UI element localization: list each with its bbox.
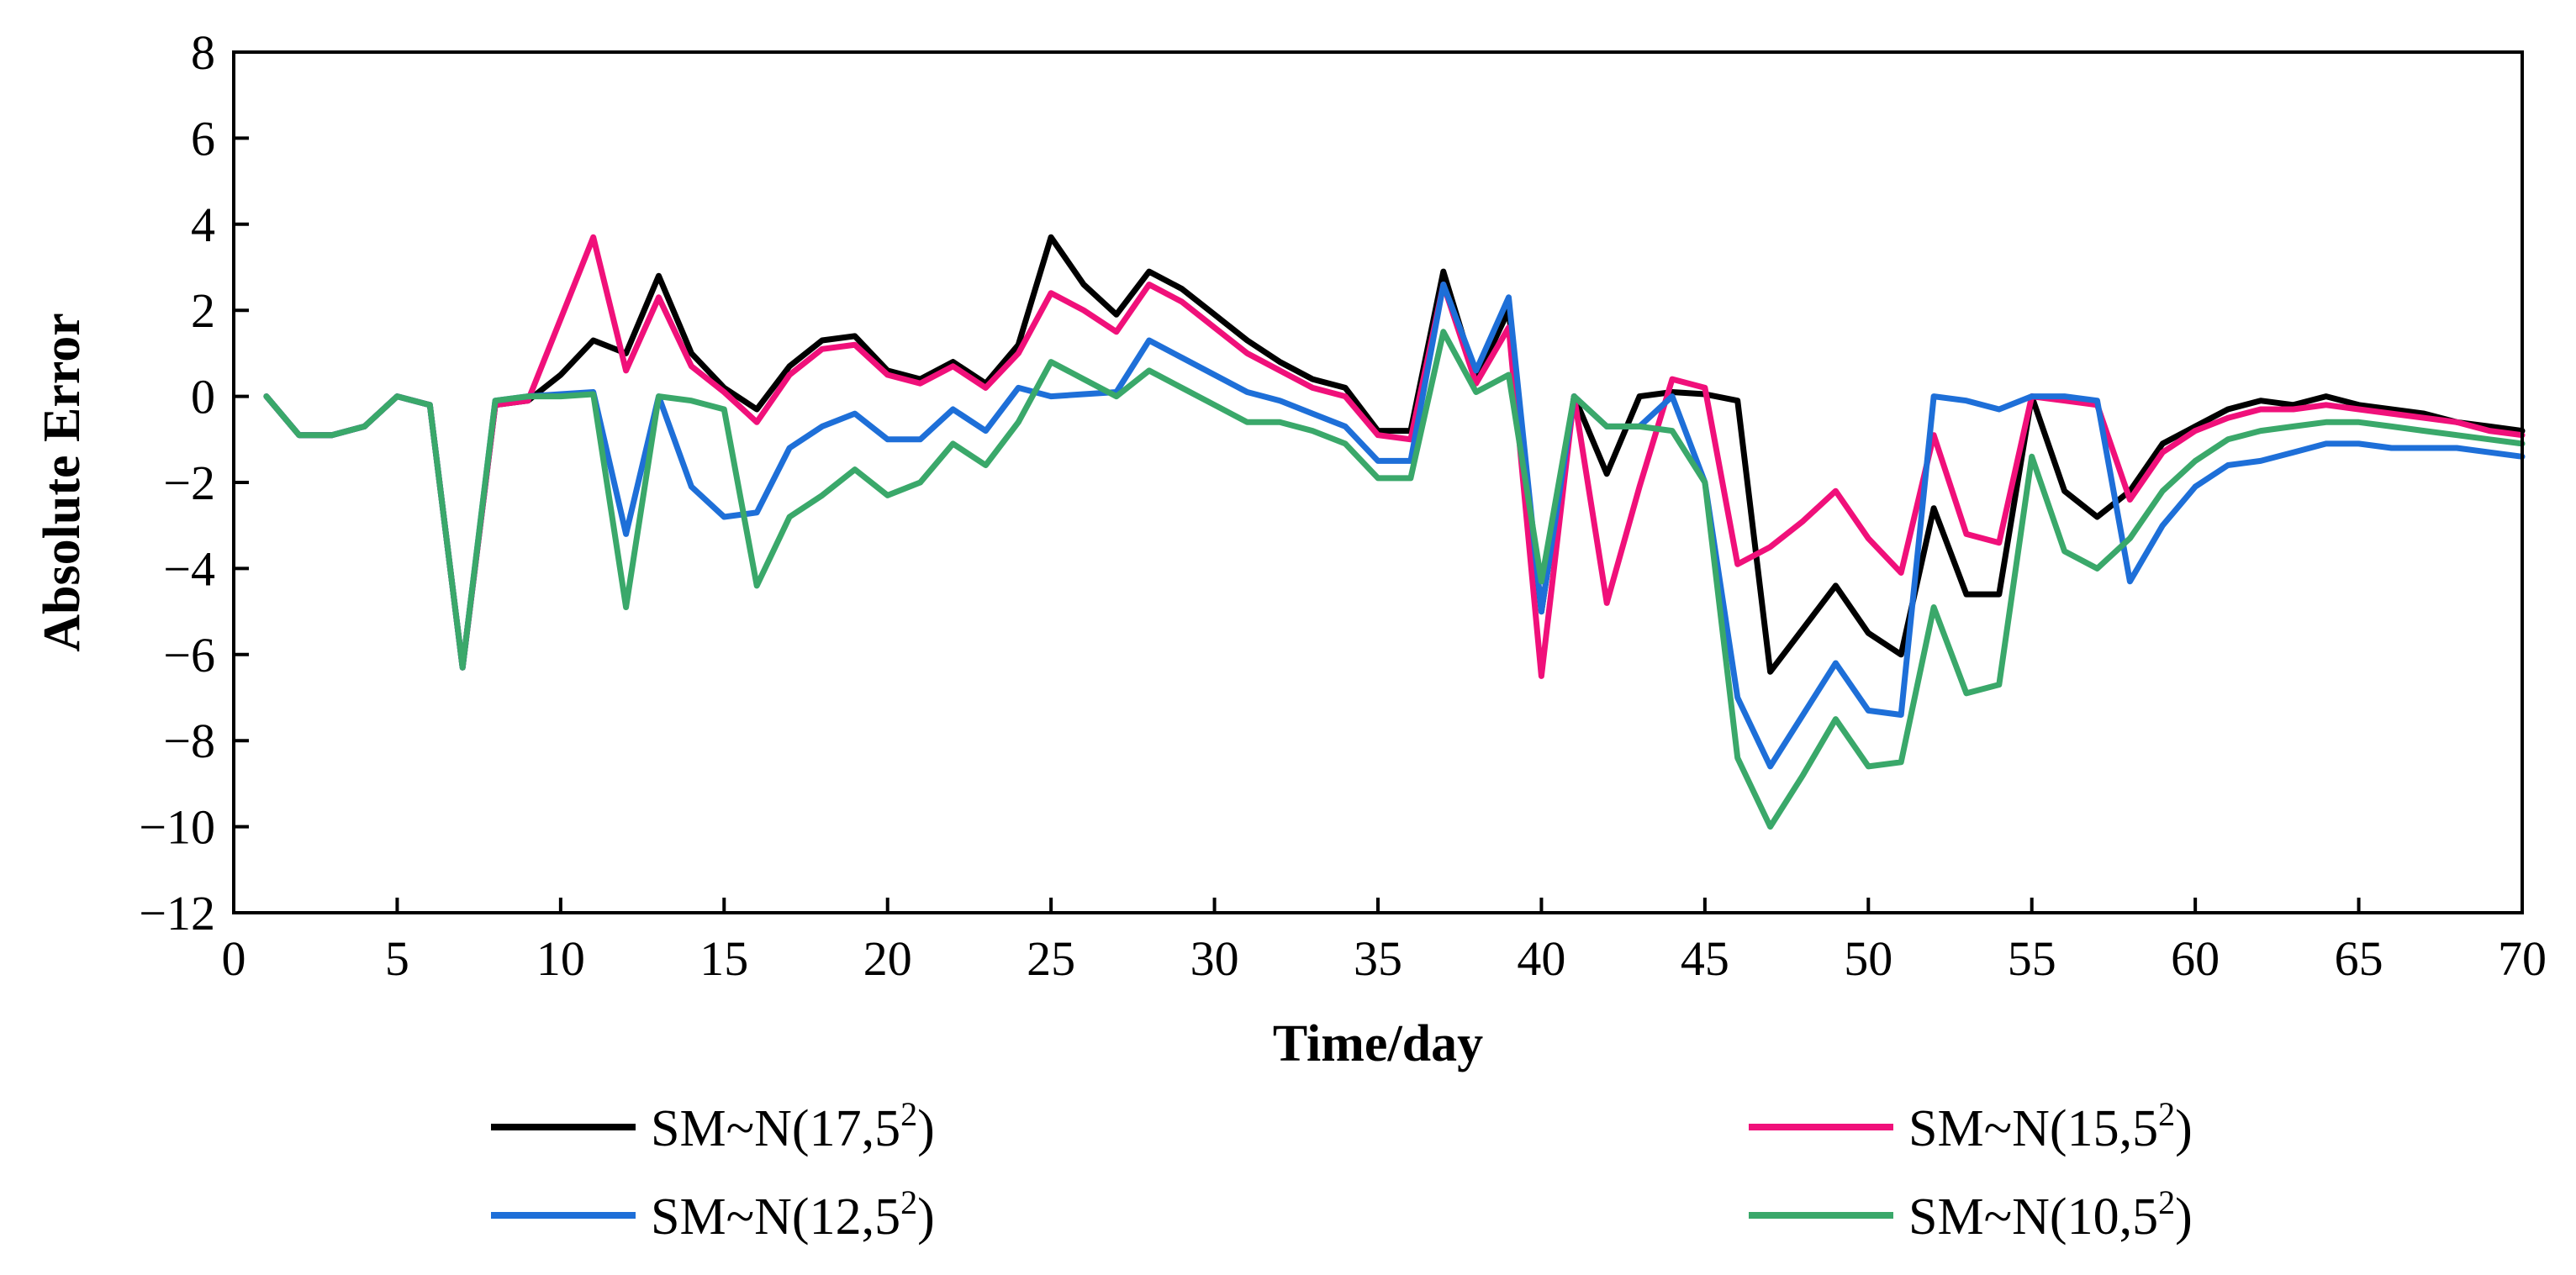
y-tick-label: 2 xyxy=(191,283,215,338)
x-axis-title: Time/day xyxy=(1273,1015,1483,1072)
x-tick-label: 45 xyxy=(1681,931,1729,986)
x-tick-label: 5 xyxy=(385,931,409,986)
x-tick-label: 65 xyxy=(2335,931,2383,986)
legend: SM~N(17,52) SM~N(15,52) SM~N(12,52) SM~N(10… xyxy=(491,1095,2193,1246)
y-tick-label: −8 xyxy=(163,714,215,768)
y-tick-label: 4 xyxy=(191,198,215,252)
x-tick-label: 50 xyxy=(1844,931,1892,986)
legend-label: SM~N(12,52) xyxy=(651,1183,935,1246)
tick-labels-layer: 0 5 10 15 20 25 30 35 40 45 50 55 60 65 70−12−10−8−6−4… xyxy=(139,25,2547,986)
series-line-2 xyxy=(263,234,2526,679)
y-tick-label: −4 xyxy=(163,541,215,596)
x-tick-label: 30 xyxy=(1190,931,1239,986)
axis-ticks-layer xyxy=(232,50,2524,914)
y-tick-label: −12 xyxy=(139,886,215,940)
series-line-1 xyxy=(263,234,2526,675)
y-tick-label: −2 xyxy=(163,456,215,510)
legend-label: SM~N(10,52) xyxy=(1908,1183,2193,1246)
x-tick-label: 0 xyxy=(222,931,246,986)
y-tick-label: −6 xyxy=(163,628,215,682)
x-tick-label: 55 xyxy=(2008,931,2056,986)
x-tick-label: 40 xyxy=(1517,931,1565,986)
y-axis-title: Absolute Error xyxy=(34,313,91,652)
series-line-3 xyxy=(263,282,2526,770)
y-tick-label: 0 xyxy=(191,370,215,424)
legend-label: SM~N(15,52) xyxy=(1908,1095,2193,1157)
y-tick-label: −10 xyxy=(139,800,215,855)
x-tick-label: 10 xyxy=(536,931,585,986)
plot-area-frame xyxy=(232,50,2524,914)
x-tick-label: 60 xyxy=(2171,931,2220,986)
x-tick-label: 25 xyxy=(1027,931,1075,986)
x-tick-label: 70 xyxy=(2498,931,2547,986)
x-tick-label: 20 xyxy=(863,931,912,986)
series-lines-layer xyxy=(263,234,2526,830)
series-line-4 xyxy=(263,329,2526,830)
y-tick-label: 6 xyxy=(191,111,215,166)
legend-label: SM~N(17,52) xyxy=(651,1095,935,1157)
y-tick-label: 8 xyxy=(191,25,215,80)
x-tick-label: 35 xyxy=(1354,931,1402,986)
x-tick-label: 15 xyxy=(699,931,748,986)
